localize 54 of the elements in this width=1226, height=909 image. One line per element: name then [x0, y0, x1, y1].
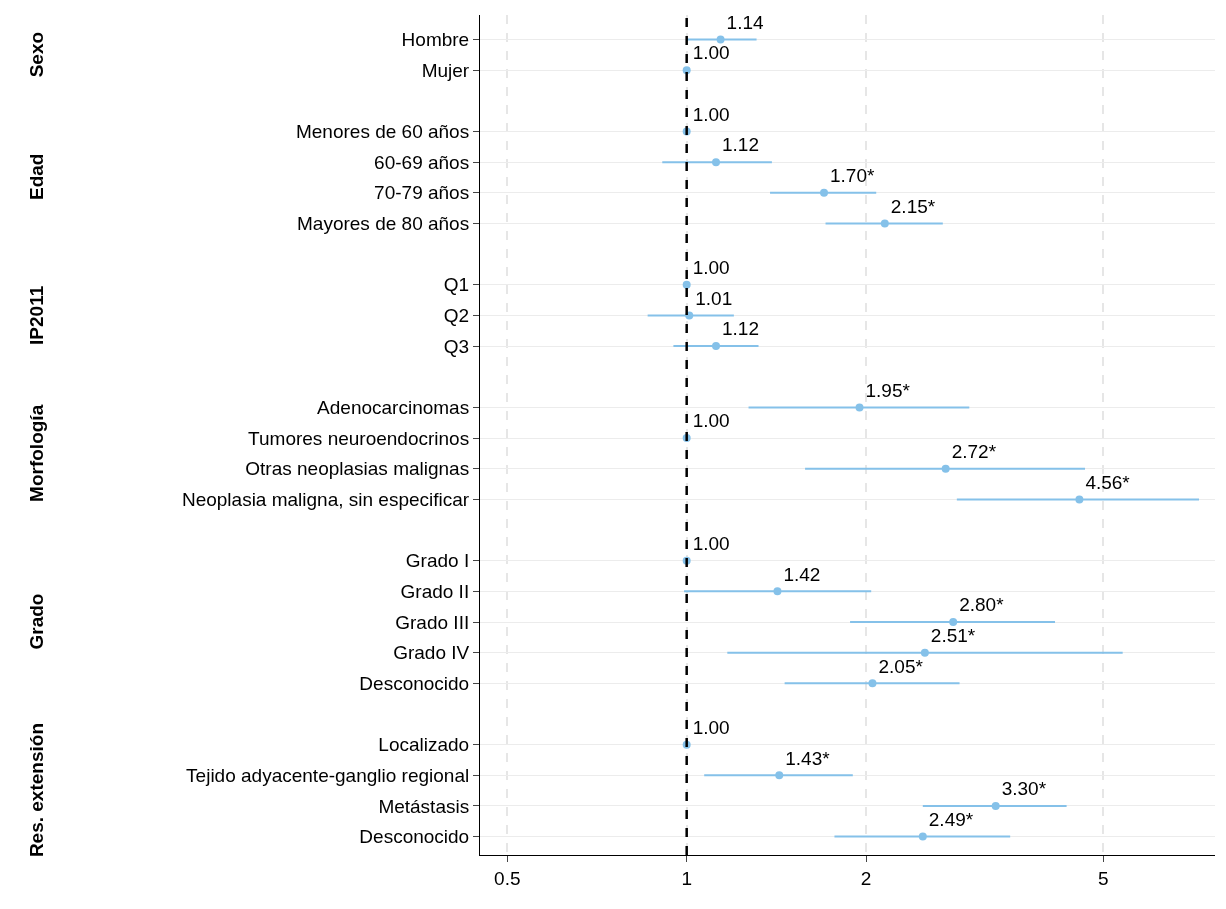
y-tick-label: Hombre [401, 29, 470, 51]
text: Res. extensión [25, 723, 47, 858]
text: Morfología [26, 404, 48, 502]
x-tick-label: 1 [681, 867, 692, 889]
x-tick-label: 2 [860, 867, 872, 889]
y-tick-label: Grado II [400, 581, 470, 602]
data-label: 1.00 [692, 42, 730, 64]
data-label: 1.14 [726, 11, 764, 33]
y-tick-label: Mayores de 80 años [297, 213, 470, 235]
data-label: 1.00 [692, 532, 730, 554]
y-tick-label: Q2 [443, 305, 470, 327]
data-label: 1.12 [722, 134, 759, 156]
data-label: 2.51* [930, 624, 976, 646]
y-tick-label: Grado III [395, 611, 470, 633]
data-label: 2.80* [959, 594, 1005, 616]
data-label: 3.30* [1001, 778, 1047, 800]
data-label: 1.12 [722, 318, 759, 340]
data-label: 1.00 [692, 103, 730, 125]
y-tick-label: Desconocido [359, 672, 470, 694]
y-tick-label: Grado IV [393, 642, 470, 664]
data-label: 4.56* [1085, 471, 1131, 493]
y-tick-label: Localizado [378, 734, 470, 756]
data-label: 1.00 [692, 410, 730, 432]
y-tick-label: Metástasis [378, 795, 470, 817]
text: IP2011 [26, 285, 48, 345]
y-tick-label: 60-69 años [374, 151, 470, 173]
y-tick-label: Tejido adyacente-ganglio regional [186, 764, 470, 786]
x-tick-label: 5 [1097, 867, 1109, 889]
data-label: 2.05* [878, 655, 924, 677]
data-label: 2.49* [928, 808, 974, 830]
data-label: 1.42 [783, 563, 821, 585]
y-tick-label: Grado I [405, 550, 470, 572]
data-label: 1.43* [785, 747, 831, 769]
y-tick-label: Neoplasia maligna, sin especificar [181, 489, 470, 511]
y-tick-label: Q1 [443, 274, 470, 296]
x-tick-label: 0.5 [494, 867, 521, 889]
y-tick-label: Otras neoplasias malignas [245, 458, 470, 480]
data-label: 1.70* [830, 165, 875, 187]
data-label: 2.72* [951, 440, 997, 462]
text: Grado [26, 593, 48, 650]
data-label: 1.00 [692, 716, 730, 738]
data-label: 1.95* [865, 379, 911, 401]
y-tick-label: Tumores neuroendocrinos [248, 427, 470, 449]
y-tick-label: Q3 [443, 335, 470, 357]
y-tick-label: 70-79 años [374, 182, 470, 204]
y-tick-label: Adenocarcinomas [317, 397, 470, 419]
y-tick-label: Menores de 60 años [295, 121, 470, 143]
text: Edad [26, 153, 48, 200]
y-tick-label: Mujer [421, 59, 470, 81]
y-tick-label: Desconocido [359, 826, 470, 848]
data-label: 1.00 [692, 257, 730, 279]
text: Sexo [25, 31, 47, 78]
data-label: 2.15* [890, 195, 936, 217]
data-label: 1.01 [695, 287, 733, 309]
